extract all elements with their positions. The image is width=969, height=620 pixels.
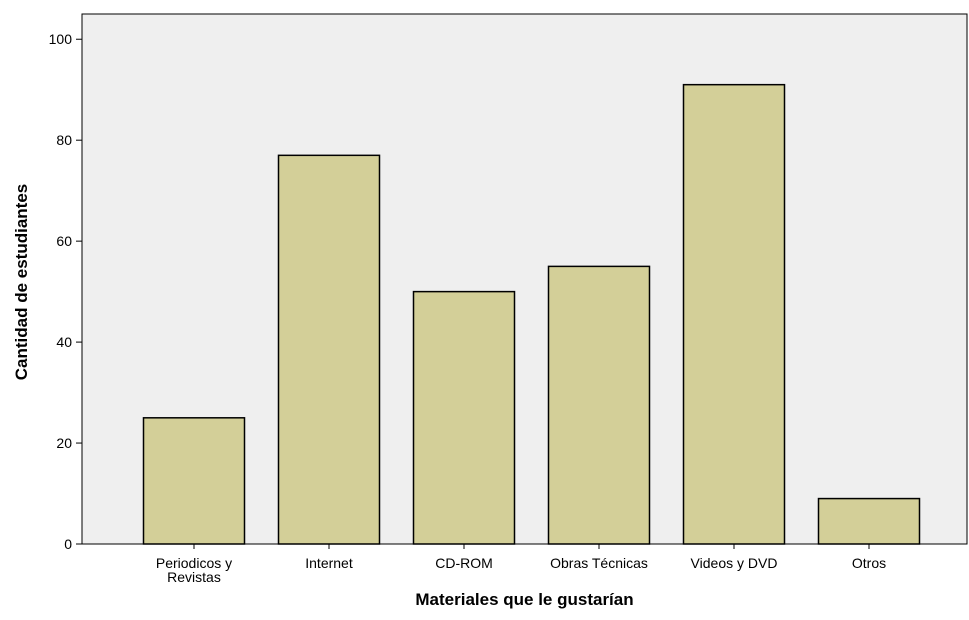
x-axis-title: Materiales que le gustarían — [415, 590, 633, 609]
bar-5 — [817, 497, 921, 545]
bar-2 — [412, 290, 516, 545]
x-tick-label-line: Periodicos y — [156, 555, 232, 571]
x-tick-label-line: Obras Técnicas — [550, 555, 648, 571]
x-tick-label: Otros — [852, 555, 886, 571]
bar-0 — [142, 417, 246, 545]
x-tick-label: Periodicos y Revistas — [156, 555, 232, 585]
y-tick-label: 40 — [56, 334, 72, 350]
y-axis-title: Cantidad de estudiantes — [12, 184, 31, 380]
x-tick-label-line: Videos y DVD — [691, 555, 778, 571]
x-tick-label: CD-ROM — [435, 555, 493, 571]
x-tick-label-line: Otros — [852, 555, 886, 571]
x-tick-label: Internet — [305, 555, 353, 571]
y-tick-label: 80 — [56, 132, 72, 148]
y-tick-label: 100 — [49, 31, 73, 47]
y-tick-label: 0 — [64, 536, 72, 552]
bar-3 — [547, 265, 651, 545]
x-tick-label-line: Internet — [305, 555, 353, 571]
y-tick-label: 60 — [56, 233, 72, 249]
bars-layer — [142, 83, 921, 545]
ticks-layer: Periodicos y Revistas Internet CD-ROM Obras … — [49, 31, 886, 585]
x-tick-label-line: Revistas — [167, 569, 221, 585]
x-tick-label: Obras Técnicas — [550, 555, 648, 571]
bar-4 — [682, 83, 786, 545]
x-tick-label: Videos y DVD — [691, 555, 778, 571]
y-tick-label: 20 — [56, 435, 72, 451]
x-tick-label-line: CD-ROM — [435, 555, 493, 571]
bar-1 — [277, 154, 381, 545]
